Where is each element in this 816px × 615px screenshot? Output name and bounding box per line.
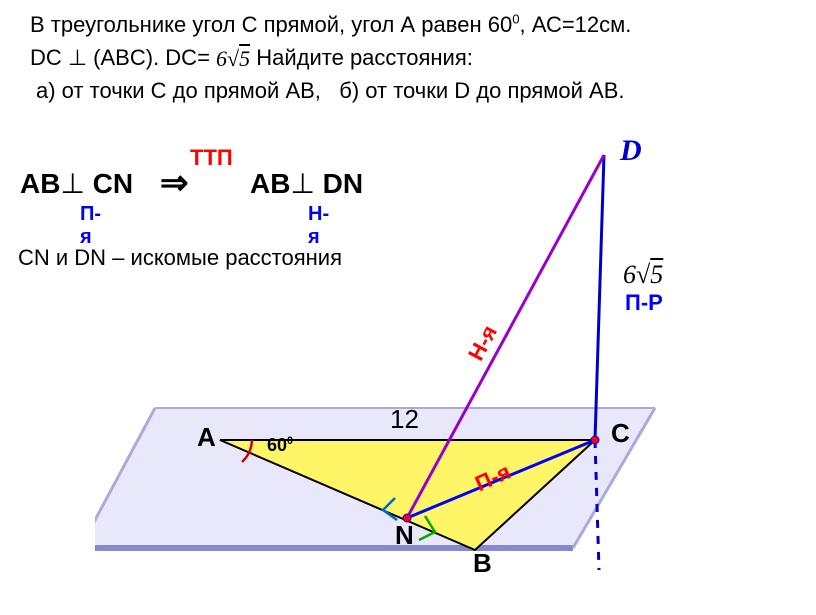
- line-dc: [595, 155, 604, 440]
- diagram-svg: [95, 130, 795, 610]
- geometry-diagram: A B C N D 12 600 6√5 П-Р Н-я П-я: [95, 130, 795, 610]
- label-dc-length: 6√5: [623, 260, 663, 290]
- label-n: N: [395, 520, 414, 551]
- label-b: B: [473, 548, 492, 579]
- problem-statement: В треугольнике угол С прямой, угол А рав…: [30, 10, 631, 74]
- label-d: D: [620, 134, 642, 168]
- label-perpendicular: П-Р: [625, 290, 663, 316]
- sub-questions: а) от точки С до прямой АВ, б) от точки …: [36, 78, 625, 104]
- label-c: C: [611, 418, 630, 449]
- point-c: [591, 436, 599, 444]
- label-a: A: [197, 422, 216, 453]
- problem-line1: В треугольнике угол С прямой, угол А рав…: [30, 10, 631, 41]
- problem-line2: DC ⊥ (ABC). DC= 6√5 Найдите расстояния:: [30, 43, 631, 75]
- label-angle-a: 600: [267, 435, 293, 456]
- label-ac-length: 12: [390, 404, 419, 435]
